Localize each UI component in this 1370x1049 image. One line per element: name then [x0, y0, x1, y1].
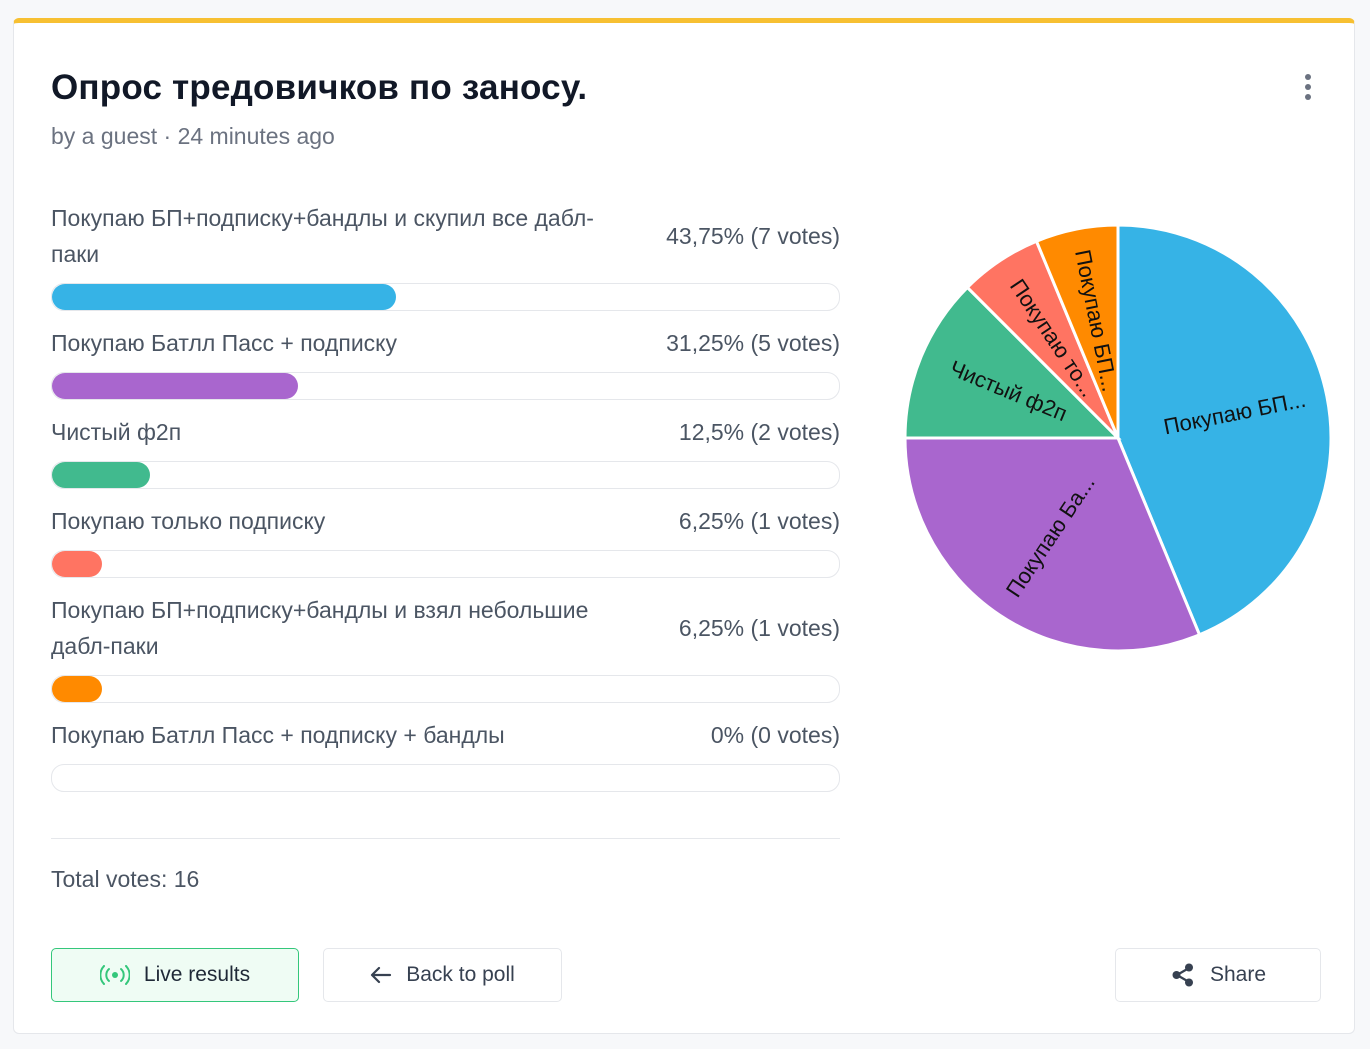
option-label: Покупаю БП+подписку+бандлы и скупил все … — [51, 205, 594, 267]
live-results-button[interactable]: Live results — [51, 948, 299, 1002]
option-value: 6,25% (1 votes) — [678, 615, 840, 641]
option-value: 43,75% (7 votes) — [666, 223, 840, 249]
pie-slice — [903, 285, 1122, 440]
option-bar-track — [51, 461, 840, 489]
option-row: Покупаю БП+подписку+бандлы и взял неболь… — [51, 592, 840, 703]
option-bar-fill — [52, 284, 397, 310]
share-icon — [1172, 963, 1193, 987]
more-vertical-icon[interactable] — [1298, 74, 1318, 104]
results-pie-chart: Покупаю БП...Покупаю Ба...Чистый ф2пПоку… — [903, 223, 1333, 653]
pie-slice — [1034, 223, 1120, 439]
option-bar-fill — [52, 676, 102, 702]
total-votes: Total votes: 16 — [51, 866, 200, 892]
option-label: Покупаю БП+подписку+бандлы и взял неболь… — [51, 597, 589, 659]
option-row: Покупаю БП+подписку+бандлы и скупил все … — [51, 200, 840, 311]
option-value: 0% (0 votes) — [710, 722, 840, 748]
option-value: 6,25% (1 votes) — [678, 508, 840, 534]
share-button[interactable]: Share — [1115, 948, 1321, 1002]
pie-slice — [1116, 223, 1333, 637]
share-label: Share — [1209, 963, 1267, 986]
option-value: 12,5% (2 votes) — [678, 419, 840, 445]
back-to-poll-label: Back to poll — [406, 963, 515, 986]
back-to-poll-button[interactable]: Back to poll — [323, 948, 562, 1002]
option-bar-track — [51, 550, 840, 578]
option-label: Чистый ф2п — [51, 419, 182, 445]
option-row: Покупаю Батлл Пасс + подписку + бандлы 0… — [51, 717, 840, 792]
option-bar-fill — [52, 551, 102, 577]
broadcast-icon — [99, 965, 130, 985]
option-value: 31,25% (5 votes) — [666, 330, 840, 356]
poll-title: Опрос тредовичков по заносу. — [51, 68, 588, 107]
option-label: Покупаю Батлл Пасс + подписку — [51, 330, 397, 356]
option-row: Покупаю Батлл Пасс + подписку 31,25% (5 … — [51, 325, 840, 400]
option-bar-track — [51, 283, 840, 311]
option-bar-track — [51, 764, 840, 792]
arrow-left-icon — [371, 966, 392, 984]
option-bar-fill — [52, 373, 298, 399]
pie-slice — [903, 436, 1202, 653]
option-row: Чистый ф2п 12,5% (2 votes) — [51, 414, 840, 489]
option-row: Покупаю только подписку 6,25% (1 votes) — [51, 503, 840, 578]
poll-meta: by a guest · 24 minutes ago — [51, 123, 335, 149]
option-label: Покупаю Батлл Пасс + подписку + бандлы — [51, 722, 505, 748]
option-label: Покупаю только подписку — [51, 508, 326, 534]
live-results-label: Live results — [143, 963, 251, 986]
option-bar-track — [51, 372, 840, 400]
option-bar-fill — [52, 462, 151, 488]
poll-results-card: Опрос тредовичков по заносу. by a guest … — [13, 18, 1355, 1034]
divider — [51, 838, 840, 839]
option-bar-track — [51, 675, 840, 703]
